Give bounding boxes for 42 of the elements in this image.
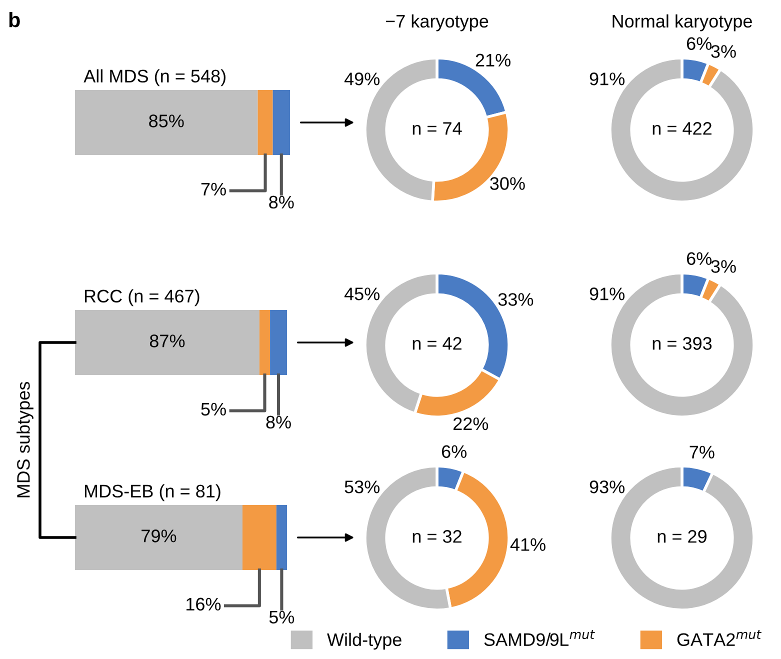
data-label: 6% bbox=[687, 37, 712, 50]
data-label: 16% bbox=[186, 598, 221, 611]
data-label: 91% bbox=[590, 288, 625, 300]
data-label: 91% bbox=[590, 72, 625, 86]
data-label: 87% bbox=[150, 334, 185, 348]
data-label: 30% bbox=[490, 177, 525, 190]
text: n = 29 bbox=[658, 530, 706, 543]
chart-title: All MDS (n = 548) bbox=[84, 69, 226, 86]
data-label: 6% bbox=[687, 252, 712, 265]
data-label: 21% bbox=[476, 54, 510, 67]
data-label: 7% bbox=[690, 446, 714, 458]
chart-title: RCC (n = 467) bbox=[84, 289, 200, 306]
chart-title: MDS-EB (n = 81) bbox=[84, 484, 220, 502]
legend-label: SAMD9/9L$^{mut}$ bbox=[484, 630, 595, 646]
data-label: 33% bbox=[498, 293, 534, 306]
legend-label: Wild-type bbox=[327, 632, 402, 650]
chart-title: Normal karyotype bbox=[612, 14, 752, 32]
data-label: 93% bbox=[590, 480, 625, 494]
data-label: 3% bbox=[711, 260, 736, 273]
data-label: 5% bbox=[201, 402, 226, 416]
text: n = 74 bbox=[412, 122, 462, 135]
data-label: 41% bbox=[510, 538, 546, 551]
chart-title: −7 karyotype bbox=[386, 14, 488, 32]
data-label: 8% bbox=[269, 196, 294, 209]
text: n = 32 bbox=[412, 530, 462, 543]
data-label: 49% bbox=[344, 72, 380, 86]
text: b bbox=[9, 12, 20, 28]
text: MDS subtypes bbox=[16, 382, 34, 498]
data-label: 8% bbox=[266, 416, 291, 429]
data-label: 85% bbox=[149, 114, 184, 128]
legend-label: GATA2$^{mut}$ bbox=[677, 630, 762, 646]
text: n = 42 bbox=[412, 337, 462, 350]
data-label: 5% bbox=[269, 610, 294, 624]
data-label: 79% bbox=[142, 530, 176, 542]
text: n = 393 bbox=[652, 337, 712, 350]
text: n = 422 bbox=[652, 122, 712, 135]
data-label: 22% bbox=[454, 417, 488, 430]
data-label: 53% bbox=[344, 480, 380, 494]
data-label: 6% bbox=[442, 445, 467, 458]
data-label: 7% bbox=[201, 182, 226, 196]
data-label: 3% bbox=[711, 45, 736, 58]
data-label: 45% bbox=[344, 288, 380, 300]
